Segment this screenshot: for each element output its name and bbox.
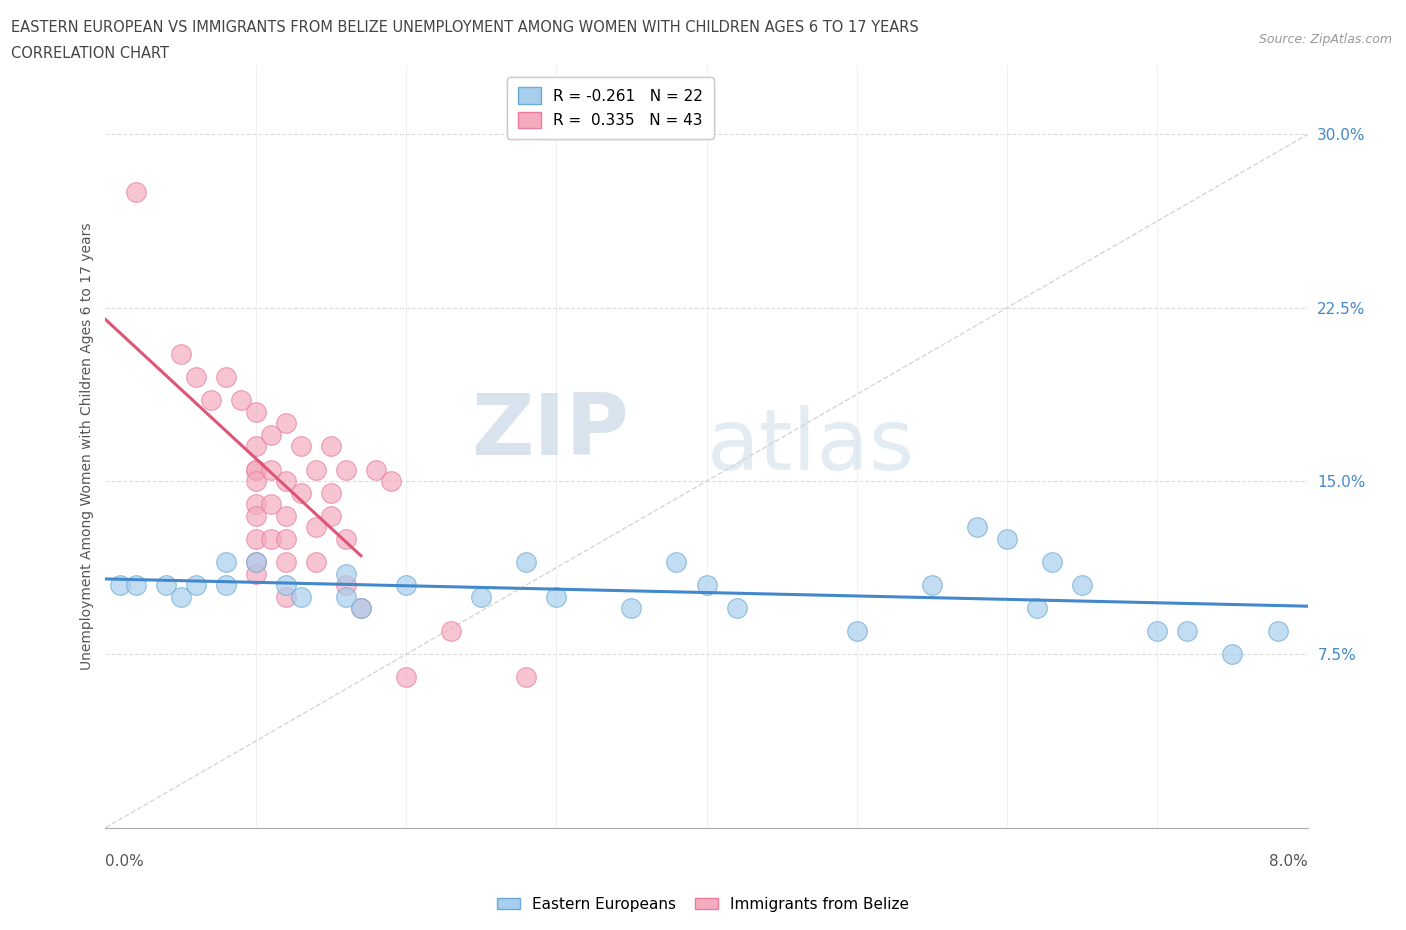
Point	[245, 405, 267, 419]
Point	[1071, 578, 1094, 592]
Point	[245, 531, 267, 546]
Point	[184, 578, 207, 592]
Point	[245, 509, 267, 524]
Point	[274, 473, 297, 488]
Text: atlas: atlas	[707, 405, 914, 488]
Point	[260, 531, 283, 546]
Y-axis label: Unemployment Among Women with Children Ages 6 to 17 years: Unemployment Among Women with Children A…	[80, 222, 94, 671]
Point	[274, 509, 297, 524]
Point	[260, 497, 283, 512]
Point	[214, 554, 236, 569]
Point	[200, 392, 222, 407]
Point	[290, 439, 312, 454]
Point	[395, 578, 418, 592]
Point	[665, 554, 688, 569]
Point	[274, 578, 297, 592]
Point	[845, 624, 868, 639]
Point	[515, 554, 537, 569]
Point	[335, 590, 357, 604]
Point	[395, 670, 418, 684]
Point	[274, 554, 297, 569]
Point	[305, 462, 328, 477]
Point	[696, 578, 718, 592]
Point	[124, 185, 146, 200]
Point	[470, 590, 492, 604]
Point	[1222, 647, 1244, 662]
Point	[1146, 624, 1168, 639]
Point	[319, 509, 342, 524]
Point	[124, 578, 146, 592]
Point	[110, 578, 132, 592]
Point	[335, 578, 357, 592]
Point	[169, 590, 191, 604]
Point	[290, 590, 312, 604]
Text: CORRELATION CHART: CORRELATION CHART	[11, 46, 169, 61]
Point	[245, 462, 267, 477]
Point	[274, 416, 297, 431]
Point	[335, 531, 357, 546]
Point	[245, 554, 267, 569]
Point	[335, 566, 357, 581]
Point	[305, 554, 328, 569]
Point	[335, 462, 357, 477]
Point	[995, 531, 1018, 546]
Point	[364, 462, 387, 477]
Point	[260, 462, 283, 477]
Point	[440, 624, 463, 639]
Point	[1026, 601, 1049, 616]
Point	[245, 462, 267, 477]
Point	[319, 485, 342, 500]
Point	[184, 369, 207, 384]
Point	[546, 590, 568, 604]
Point	[725, 601, 748, 616]
Legend: Eastern Europeans, Immigrants from Belize: Eastern Europeans, Immigrants from Beliz…	[491, 891, 915, 918]
Point	[274, 590, 297, 604]
Point	[245, 473, 267, 488]
Point	[350, 601, 373, 616]
Text: 8.0%: 8.0%	[1268, 854, 1308, 869]
Point	[214, 369, 236, 384]
Point	[319, 439, 342, 454]
Point	[245, 566, 267, 581]
Point	[290, 485, 312, 500]
Point	[966, 520, 988, 535]
Point	[260, 428, 283, 443]
Point	[274, 531, 297, 546]
Point	[515, 670, 537, 684]
Point	[245, 497, 267, 512]
Point	[921, 578, 943, 592]
Text: Source: ZipAtlas.com: Source: ZipAtlas.com	[1258, 33, 1392, 46]
Text: EASTERN EUROPEAN VS IMMIGRANTS FROM BELIZE UNEMPLOYMENT AMONG WOMEN WITH CHILDRE: EASTERN EUROPEAN VS IMMIGRANTS FROM BELI…	[11, 20, 920, 35]
Point	[1267, 624, 1289, 639]
Point	[1040, 554, 1063, 569]
Point	[229, 392, 252, 407]
Point	[305, 520, 328, 535]
Point	[245, 439, 267, 454]
Point	[245, 554, 267, 569]
Point	[155, 578, 177, 592]
Point	[169, 347, 191, 362]
Point	[350, 601, 373, 616]
Legend: R = -0.261   N = 22, R =  0.335   N = 43: R = -0.261 N = 22, R = 0.335 N = 43	[508, 76, 714, 139]
Point	[214, 578, 236, 592]
Point	[1175, 624, 1198, 639]
Point	[620, 601, 643, 616]
Text: 0.0%: 0.0%	[105, 854, 145, 869]
Text: ZIP: ZIP	[471, 390, 628, 472]
Point	[380, 473, 402, 488]
